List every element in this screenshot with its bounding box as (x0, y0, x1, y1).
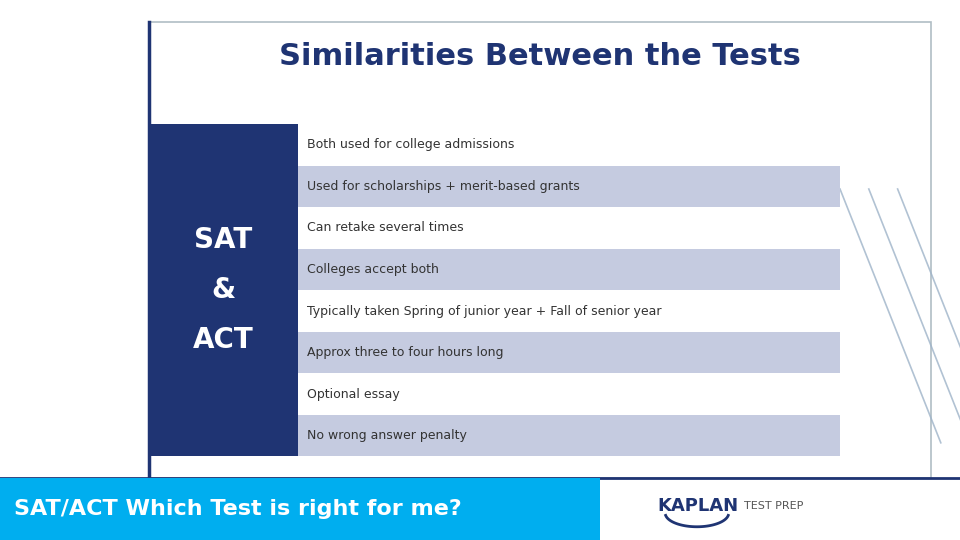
Text: No wrong answer penalty: No wrong answer penalty (307, 429, 468, 442)
Text: Optional essay: Optional essay (307, 388, 400, 401)
FancyBboxPatch shape (298, 166, 840, 207)
FancyBboxPatch shape (0, 478, 600, 540)
FancyBboxPatch shape (298, 415, 840, 456)
FancyBboxPatch shape (149, 124, 298, 456)
Text: SAT
&
ACT: SAT & ACT (193, 226, 253, 354)
FancyBboxPatch shape (298, 124, 840, 166)
FancyBboxPatch shape (298, 373, 840, 415)
Text: Used for scholarships + merit-based grants: Used for scholarships + merit-based gran… (307, 180, 580, 193)
FancyBboxPatch shape (298, 207, 840, 249)
Text: SAT/ACT Which Test is right for me?: SAT/ACT Which Test is right for me? (14, 499, 462, 519)
FancyBboxPatch shape (298, 332, 840, 373)
Text: Both used for college admissions: Both used for college admissions (307, 138, 515, 151)
Text: Approx three to four hours long: Approx three to four hours long (307, 346, 504, 359)
Text: TEST PREP: TEST PREP (744, 501, 804, 511)
Text: Similarities Between the Tests: Similarities Between the Tests (279, 42, 801, 71)
Text: Typically taken Spring of junior year + Fall of senior year: Typically taken Spring of junior year + … (307, 305, 661, 318)
Text: Can retake several times: Can retake several times (307, 221, 464, 234)
FancyBboxPatch shape (298, 249, 840, 291)
Text: Colleges accept both: Colleges accept both (307, 263, 439, 276)
FancyBboxPatch shape (298, 291, 840, 332)
Text: KAPLAN: KAPLAN (658, 497, 739, 515)
